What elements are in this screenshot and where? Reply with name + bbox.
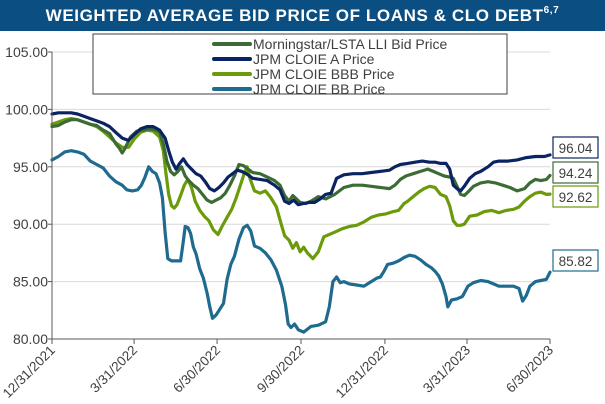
x-tick-label: 3/31/2022	[87, 343, 140, 396]
x-tick-label: 6/30/2023	[503, 343, 556, 396]
end-label-box	[552, 185, 599, 208]
y-tick-label: 80.00	[13, 331, 48, 347]
x-tick-label: 12/31/2021	[0, 343, 58, 401]
chart-title-footnote: 6,7	[543, 5, 560, 16]
x-tick-label: 3/31/2023	[420, 343, 473, 396]
x-tick-label: 6/30/2022	[170, 343, 223, 396]
y-axis-ticks: 105.00 100.00 95.00 90.00 85.00 80.00	[5, 44, 52, 347]
chart-title: WEIGHTED AVERAGE BID PRICE OF LOANS & CL…	[0, 0, 605, 31]
end-label-box	[552, 249, 599, 272]
series-line-jpm-cloie-a-price	[50, 111, 552, 207]
y-tick-label: 100.00	[5, 101, 48, 117]
y-tick-label: 105.00	[5, 44, 48, 60]
y-tick-label: 85.00	[13, 274, 48, 290]
series-line-jpm-cloie-bb-price	[50, 149, 552, 334]
x-tick-label: 9/30/2022	[254, 343, 307, 396]
end-label-box	[552, 161, 599, 184]
end-label: 94.24	[559, 166, 593, 181]
chart-title-text: WEIGHTED AVERAGE BID PRICE OF LOANS & CL…	[45, 6, 544, 25]
legend-box	[92, 33, 508, 95]
end-label: 85.82	[559, 254, 593, 269]
end-label-box	[552, 136, 599, 159]
legend-label: JPM CLOIE BB Price	[253, 81, 385, 97]
end-label: 96.04	[559, 141, 593, 156]
legend-label: JPM CLOIE BBB Price	[253, 66, 395, 82]
x-axis-ticks: 12/31/2021 3/31/2022 6/30/2022 9/30/2022 12/…	[0, 339, 556, 401]
series-lines	[50, 111, 552, 334]
y-tick-label: 90.00	[13, 216, 48, 232]
x-tick-label: 12/31/2022	[333, 343, 391, 401]
legend-label: Morningstar/LSTA LLI Bid Price	[253, 36, 447, 52]
legend-label: JPM CLOIE A Price	[253, 51, 375, 67]
y-tick-label: 95.00	[13, 159, 48, 175]
end-label: 92.62	[559, 190, 593, 205]
end-labels: 96.04 94.24 92.62 85.82	[552, 136, 599, 272]
